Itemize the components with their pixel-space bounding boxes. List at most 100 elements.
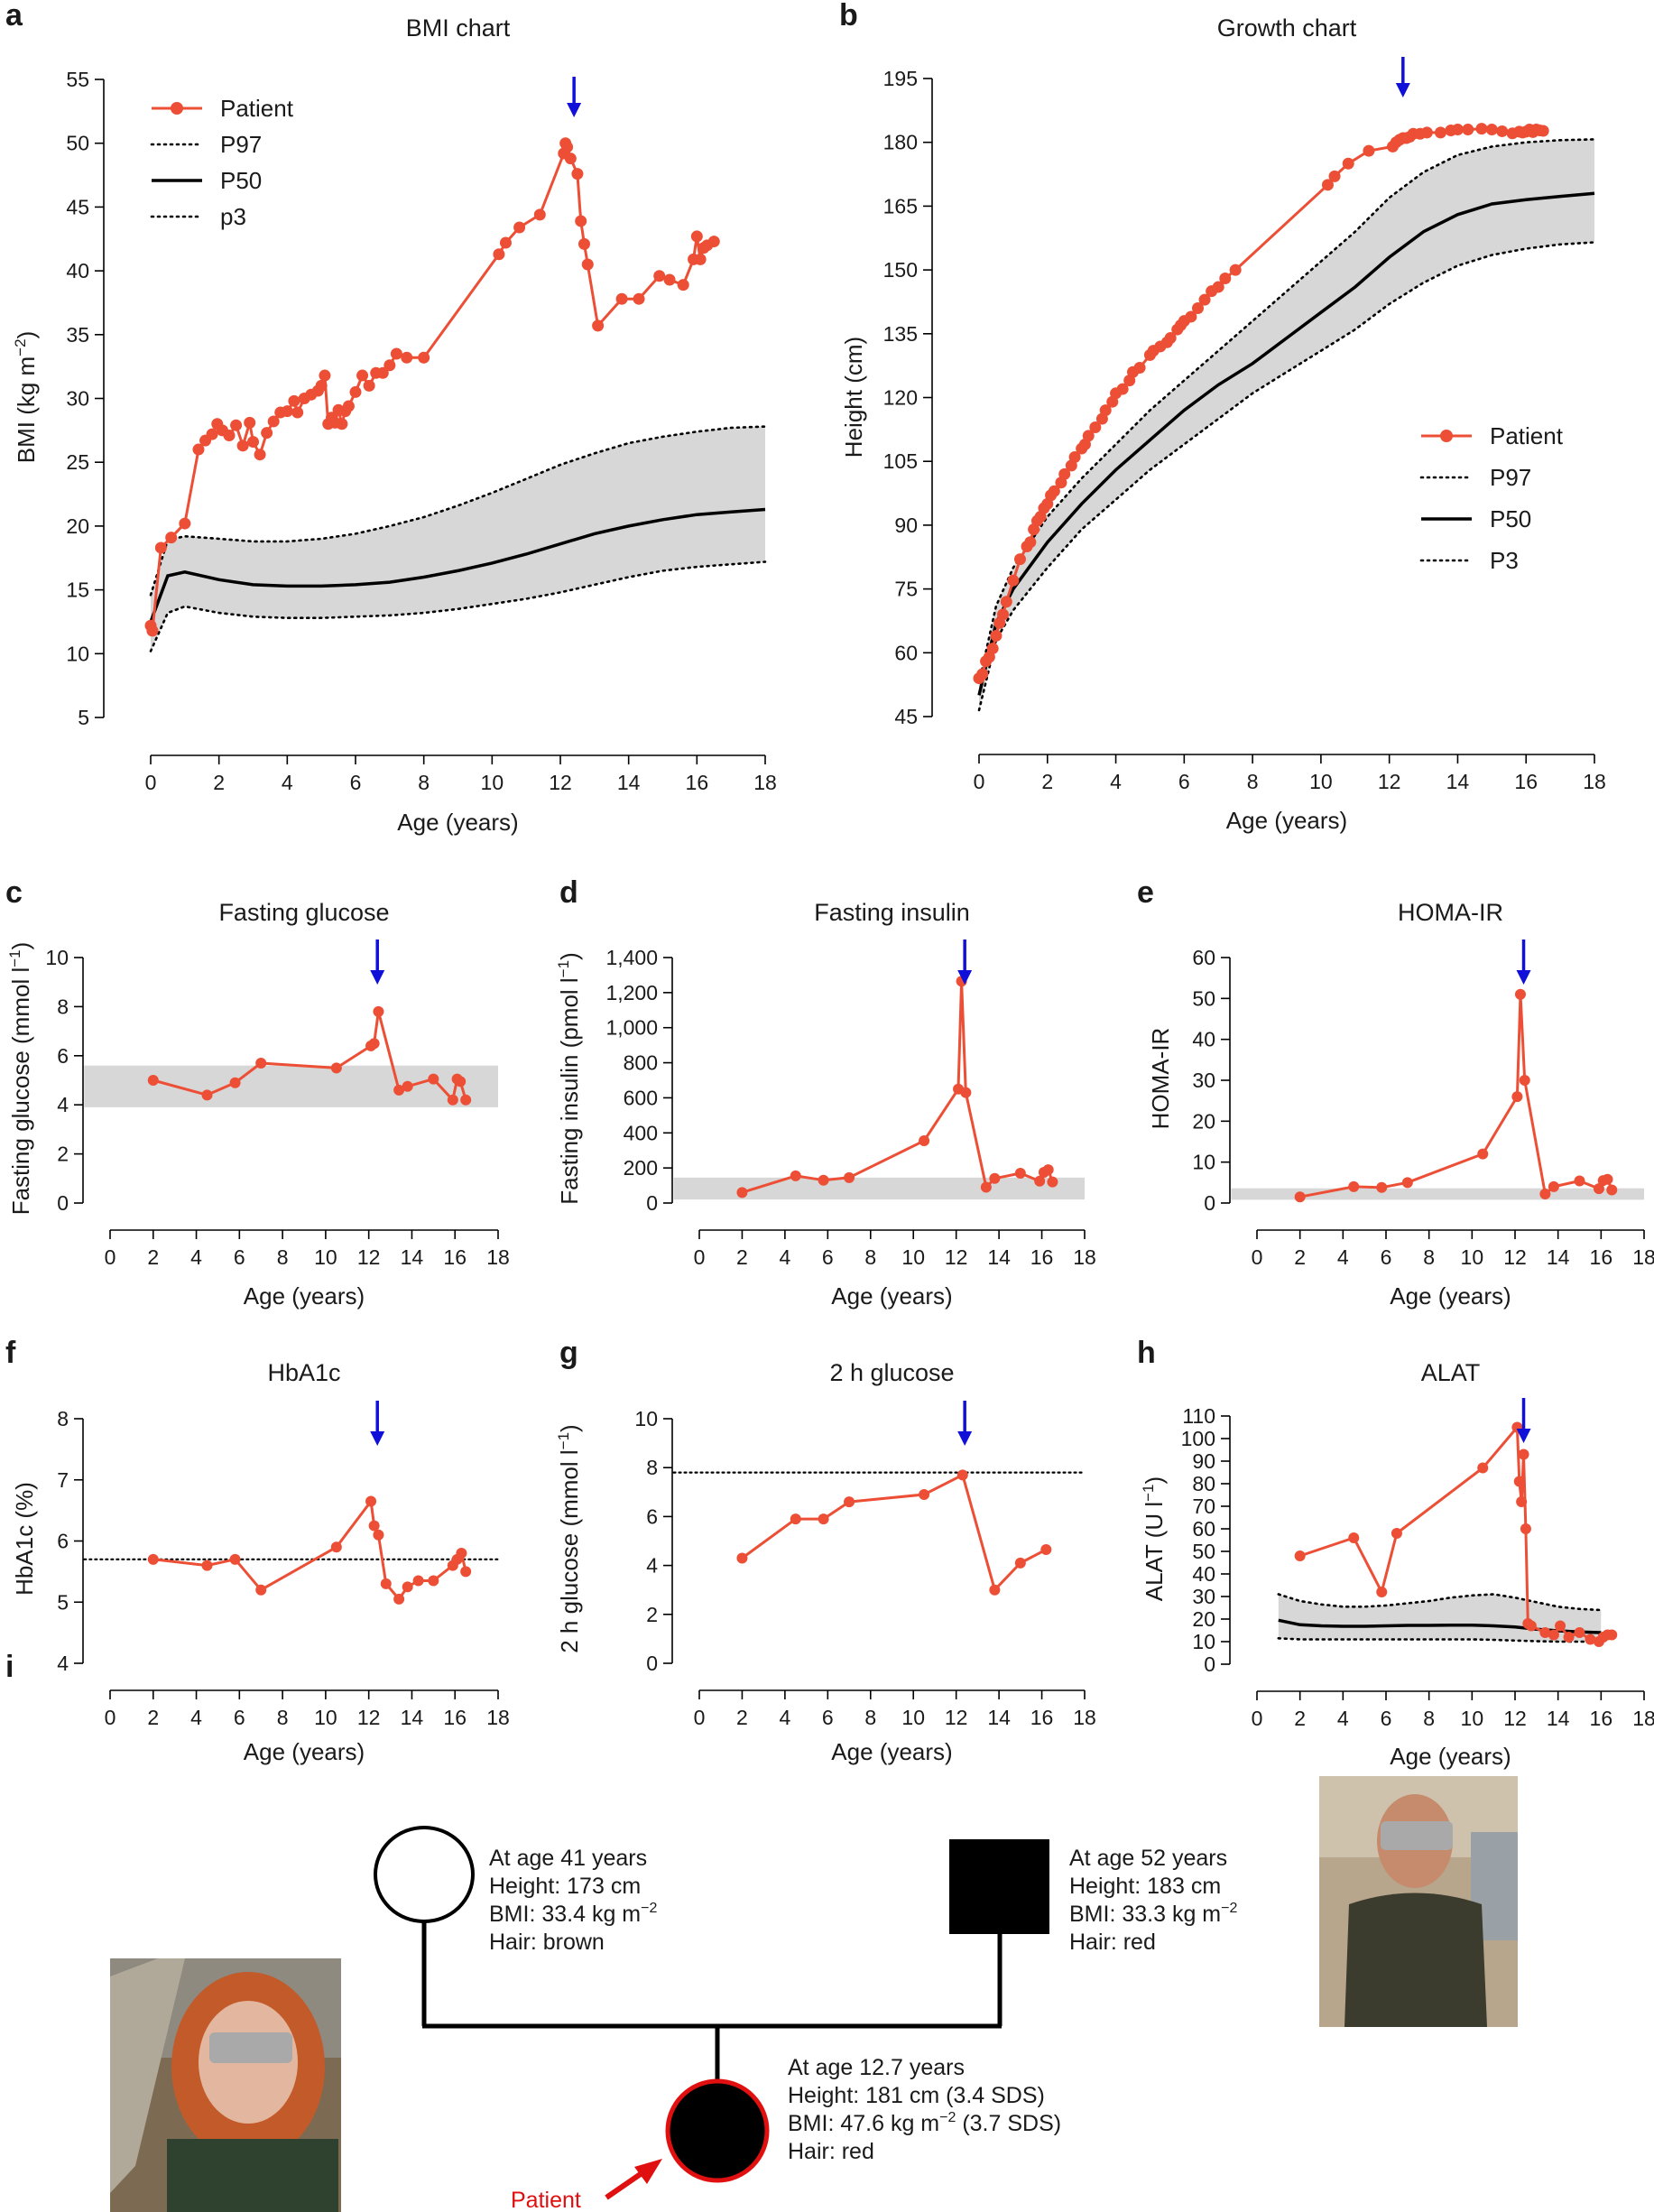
reference-line-upper <box>1277 1593 1603 1612</box>
patient-point <box>578 237 590 250</box>
patient-point <box>592 319 605 332</box>
patient-point <box>575 215 587 227</box>
patient-point <box>428 1575 439 1587</box>
father-photo <box>1319 1776 1518 2027</box>
x-tick-label: 18 <box>753 771 777 794</box>
y-tick-label: 0 <box>1204 1652 1215 1676</box>
patient-point <box>1477 1148 1489 1160</box>
patient-point <box>1042 1164 1054 1176</box>
patient-pointer-arrowhead <box>634 2159 662 2184</box>
patient-point <box>533 208 546 221</box>
reference-band <box>979 139 1594 710</box>
child-photo <box>110 1958 341 2212</box>
y-tick-label: 60 <box>894 641 918 664</box>
y-tick-label: 75 <box>894 578 918 601</box>
reference-line-upper <box>977 138 1596 684</box>
y-tick-label: 40 <box>1192 1562 1215 1586</box>
patient-point <box>956 1469 968 1481</box>
y-tick-label: 1,400 <box>605 946 658 969</box>
x-tick-label: 14 <box>987 1706 1011 1729</box>
y-tick-label: 135 <box>883 322 918 346</box>
y-axis-label: 2 h glucose (mmol l−1) <box>555 1424 583 1652</box>
patient-point <box>330 1062 342 1074</box>
y-axis-label: BMI (kg m−2) <box>12 331 40 464</box>
patient-point <box>499 236 512 249</box>
x-tick-label: 0 <box>1252 1707 1263 1730</box>
x-tick-label: 12 <box>1378 770 1401 793</box>
y-tick-label: 800 <box>624 1051 658 1075</box>
x-tick-label: 16 <box>1514 770 1538 793</box>
y-tick-label: 70 <box>1192 1495 1215 1518</box>
y-tick-label: 4 <box>646 1554 658 1578</box>
x-tick-label: 12 <box>945 1245 968 1269</box>
y-tick-label: 150 <box>883 258 918 282</box>
patient-point <box>206 428 218 440</box>
patient-point <box>1585 1634 1596 1645</box>
patient-point <box>1593 1183 1604 1195</box>
mother-bmi: BMI: 33.4 kg m−2 <box>489 1901 657 1927</box>
x-tick-label: 0 <box>694 1706 706 1729</box>
reference-line-upper <box>149 425 767 597</box>
y-tick-label: 30 <box>1192 1069 1215 1092</box>
mother-height: Height: 173 cm <box>489 1874 641 1899</box>
panel-letter-g: g <box>559 1336 578 1370</box>
legend-patient-marker <box>1440 430 1453 442</box>
reference-band <box>1231 1188 1644 1200</box>
face-mask <box>1381 1821 1453 1850</box>
patient-point <box>493 248 505 261</box>
y-tick-label: 80 <box>1192 1472 1215 1495</box>
x-tick-label: 6 <box>822 1706 834 1729</box>
y-tick-label: 2 <box>57 1143 69 1166</box>
x-axis-label: Age (years) <box>831 1738 952 1765</box>
patient-point <box>315 379 328 392</box>
patient-point <box>1451 124 1464 136</box>
patient-point <box>1606 1629 1618 1641</box>
patient-point <box>1000 596 1012 608</box>
patient-point <box>1376 1181 1388 1193</box>
legend-label: Patient <box>220 95 294 122</box>
chart-title: Growth chart <box>1217 14 1357 42</box>
intervention-arrowhead <box>370 970 385 985</box>
patient-point <box>247 436 259 449</box>
patient-point <box>690 230 703 243</box>
patient-point <box>154 541 167 554</box>
y-tick-label: 45 <box>66 195 89 218</box>
patient-point <box>1014 1557 1026 1569</box>
panel-letter-f: f <box>5 1336 16 1370</box>
legend-label: P97 <box>1490 464 1531 491</box>
patient-point <box>1024 536 1037 549</box>
patient-point <box>1511 1091 1523 1103</box>
y-tick-label: 50 <box>1192 986 1215 1010</box>
patient-point <box>267 415 280 428</box>
x-tick-label: 4 <box>190 1245 202 1269</box>
patient-point <box>1185 310 1197 323</box>
patient-point <box>1219 273 1232 285</box>
x-tick-label: 6 <box>234 1245 245 1269</box>
patient-point <box>255 1057 267 1069</box>
patient-point <box>1518 1448 1529 1460</box>
panel-f: f HbA1c 0 2 4 6 8 10 12 14 16 18 4 5 6 7 8 Age (years) HbA… <box>5 1336 510 1765</box>
legend-label: Patient <box>1490 422 1564 449</box>
x-tick-label: 18 <box>1583 770 1606 793</box>
panel-letter-a: a <box>5 0 23 32</box>
y-tick-label: 0 <box>646 1191 658 1215</box>
x-tick-label: 2 <box>1294 1707 1306 1730</box>
patient-point <box>989 1584 1001 1596</box>
patient-point <box>1477 1462 1489 1474</box>
patient-point <box>1525 1620 1537 1632</box>
patient-point <box>1539 1189 1551 1200</box>
patient-point <box>1058 467 1071 480</box>
x-tick-label: 16 <box>443 1245 467 1269</box>
patient-point <box>1294 1191 1306 1203</box>
patient-point <box>677 279 689 292</box>
patient-point <box>633 292 645 305</box>
y-tick-label: 10 <box>66 642 89 665</box>
patient-point <box>356 369 369 382</box>
panel-c: c Fasting glucose 0 2 4 6 8 10 12 14 16 18 0 2 4 6 8 10 Ag… <box>5 875 510 1310</box>
y-tick-label: 10 <box>1192 1630 1215 1653</box>
x-tick-label: 0 <box>105 1706 116 1729</box>
x-tick-label: 14 <box>1446 770 1470 793</box>
panel-letter-d: d <box>559 875 578 910</box>
y-tick-label: 4 <box>57 1093 69 1116</box>
patient-point <box>402 1080 413 1092</box>
